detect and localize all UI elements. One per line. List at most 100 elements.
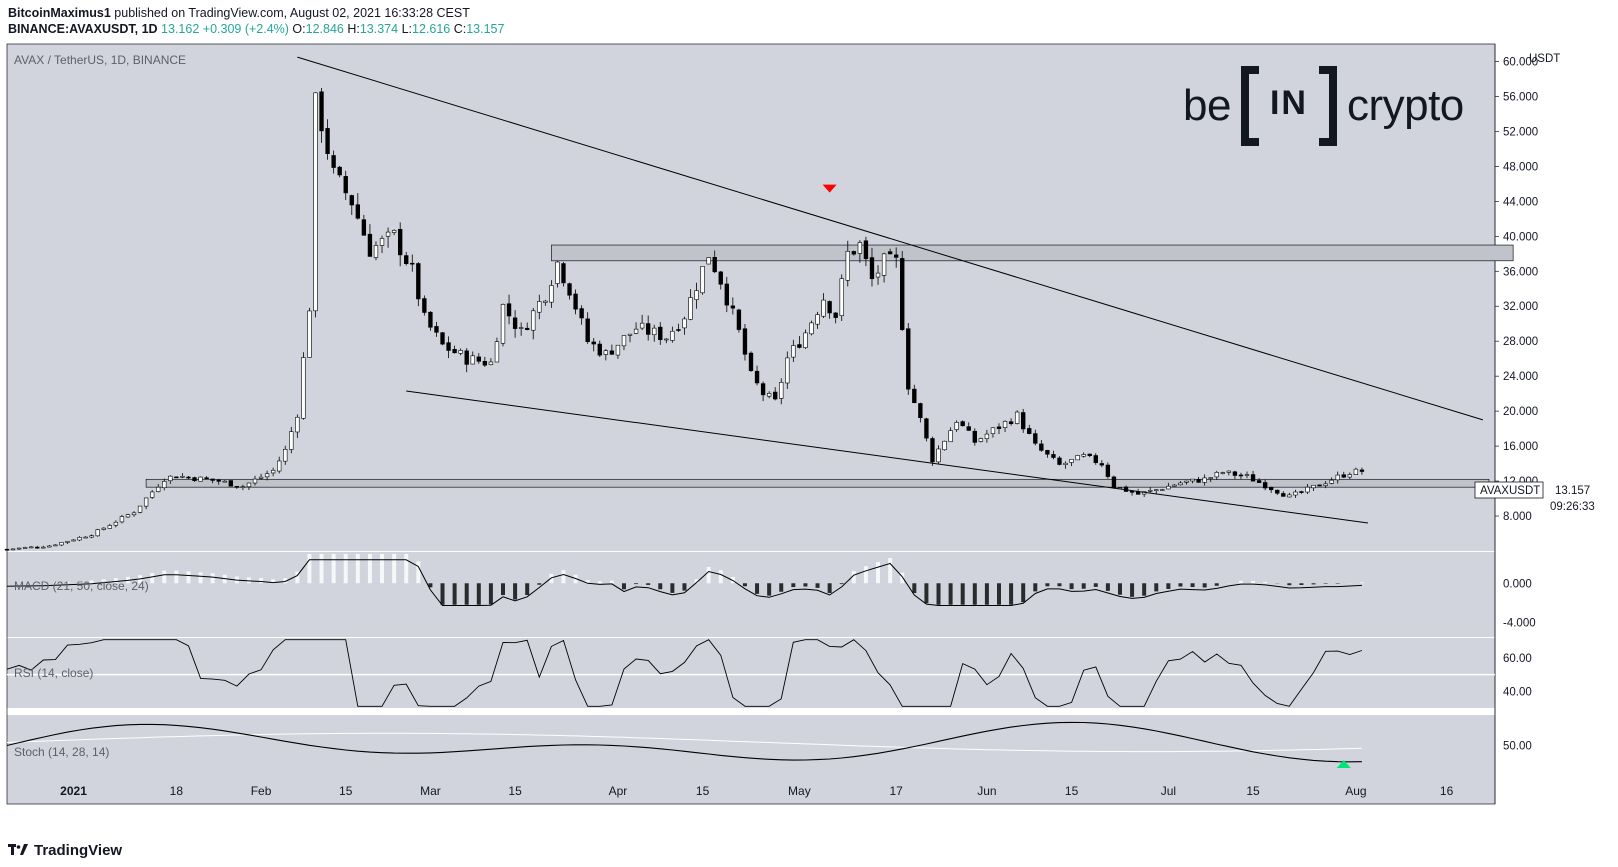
macd-hist-bar — [331, 553, 336, 584]
price-tag: AVAXUSDT 13.157 09:26:33 — [1474, 481, 1595, 513]
candle — [264, 470, 270, 481]
candle-body — [609, 350, 615, 355]
red-down-triangle-icon — [822, 184, 837, 193]
macd-hist-bar — [355, 553, 360, 584]
macd-hist-bar — [1263, 581, 1268, 584]
candle-body — [639, 322, 645, 329]
candle-body — [724, 283, 729, 306]
candle — [791, 339, 796, 363]
candle-body — [506, 303, 512, 317]
rsi-y-tick: 40.00 — [1503, 686, 1532, 698]
macd-hist-bar — [1202, 583, 1207, 588]
candle — [966, 422, 971, 431]
candle-body — [228, 480, 233, 487]
x-tick-label: Jul — [1161, 784, 1176, 798]
macd-hist-bar — [1287, 583, 1292, 586]
macd-hist-bar — [1081, 583, 1086, 589]
candle-body — [549, 285, 554, 303]
macd-hist-bar — [307, 553, 312, 584]
candle-body — [440, 332, 445, 345]
candle-body — [1323, 483, 1328, 486]
candle-body — [960, 421, 965, 427]
candle — [180, 473, 185, 478]
candle-body — [633, 328, 639, 334]
y-tick-label: 56.000 — [1503, 91, 1538, 103]
candle-body — [349, 195, 354, 206]
footer-branding: TradingView — [8, 842, 122, 859]
x-tick-label: Apr — [609, 784, 628, 798]
candle-body — [893, 254, 899, 258]
macd-hist-bar — [525, 583, 530, 596]
candle — [331, 150, 336, 174]
candle — [585, 312, 590, 344]
candle-body — [1014, 411, 1020, 424]
author-name[interactable]: BitcoinMaximus1 — [8, 6, 111, 20]
pane-separator — [7, 708, 1495, 715]
macd-hist-bar — [271, 579, 276, 584]
stoch-pane-title: Stoch (14, 28, 14) — [14, 745, 109, 759]
candle-body — [500, 304, 506, 344]
candle — [664, 338, 669, 344]
macd-hist-bar — [1009, 583, 1014, 605]
candle — [760, 381, 766, 402]
macd-hist-bar — [706, 566, 711, 584]
candle-body — [906, 328, 911, 390]
candle-body — [591, 341, 596, 345]
candle-body — [996, 426, 1002, 429]
candle-body — [712, 257, 717, 273]
candle-body — [1166, 485, 1171, 490]
last-price: 13.162 — [161, 22, 200, 36]
candle-body — [240, 486, 246, 488]
macd-hist-bar — [1178, 583, 1183, 587]
candle-body — [391, 230, 397, 233]
candle-body — [1232, 471, 1238, 476]
high-label: H: — [347, 22, 360, 36]
candle-body — [1250, 474, 1256, 482]
candle-body — [131, 512, 137, 516]
candle — [131, 511, 137, 517]
candle — [71, 539, 76, 542]
macd-hist-bar — [537, 583, 542, 585]
candle-body — [277, 460, 282, 472]
horizontal-zones — [145, 244, 1514, 488]
candle-body — [942, 440, 947, 451]
macd-hist-bar — [1154, 583, 1159, 592]
candle-body — [1099, 463, 1105, 466]
candle — [676, 323, 681, 332]
candle — [307, 307, 312, 358]
candle — [1099, 460, 1105, 468]
candle-body — [428, 311, 433, 328]
candle — [89, 534, 94, 539]
candle-body — [773, 391, 778, 400]
candle-body — [125, 514, 131, 518]
candle-body — [779, 382, 784, 399]
macd-hist-bar — [343, 553, 348, 584]
candles-layer — [4, 88, 1365, 551]
candle — [1178, 481, 1183, 486]
macd-line — [6, 559, 1362, 606]
candle — [16, 547, 22, 550]
candle-body — [331, 155, 336, 168]
candle — [476, 353, 481, 364]
candle-body — [180, 476, 185, 478]
candle-body — [168, 475, 173, 482]
candle — [633, 322, 639, 335]
macd-y-tick: -4.000 — [1503, 617, 1536, 629]
candle — [1190, 478, 1195, 484]
price-unit-label: USDT — [1529, 53, 1560, 65]
candle-body — [71, 539, 76, 542]
candle — [518, 322, 524, 336]
candle — [41, 545, 46, 549]
candle — [785, 351, 790, 389]
candle-body — [1069, 459, 1074, 463]
candle-body — [174, 476, 179, 479]
candle — [996, 423, 1002, 435]
candle-body — [525, 327, 530, 331]
candle-body — [204, 477, 209, 480]
candle — [1305, 483, 1310, 495]
logo-mark-text: IN — [1269, 84, 1308, 122]
candle — [246, 482, 252, 490]
candle — [779, 378, 784, 405]
x-tick-label: Jun — [977, 784, 996, 798]
